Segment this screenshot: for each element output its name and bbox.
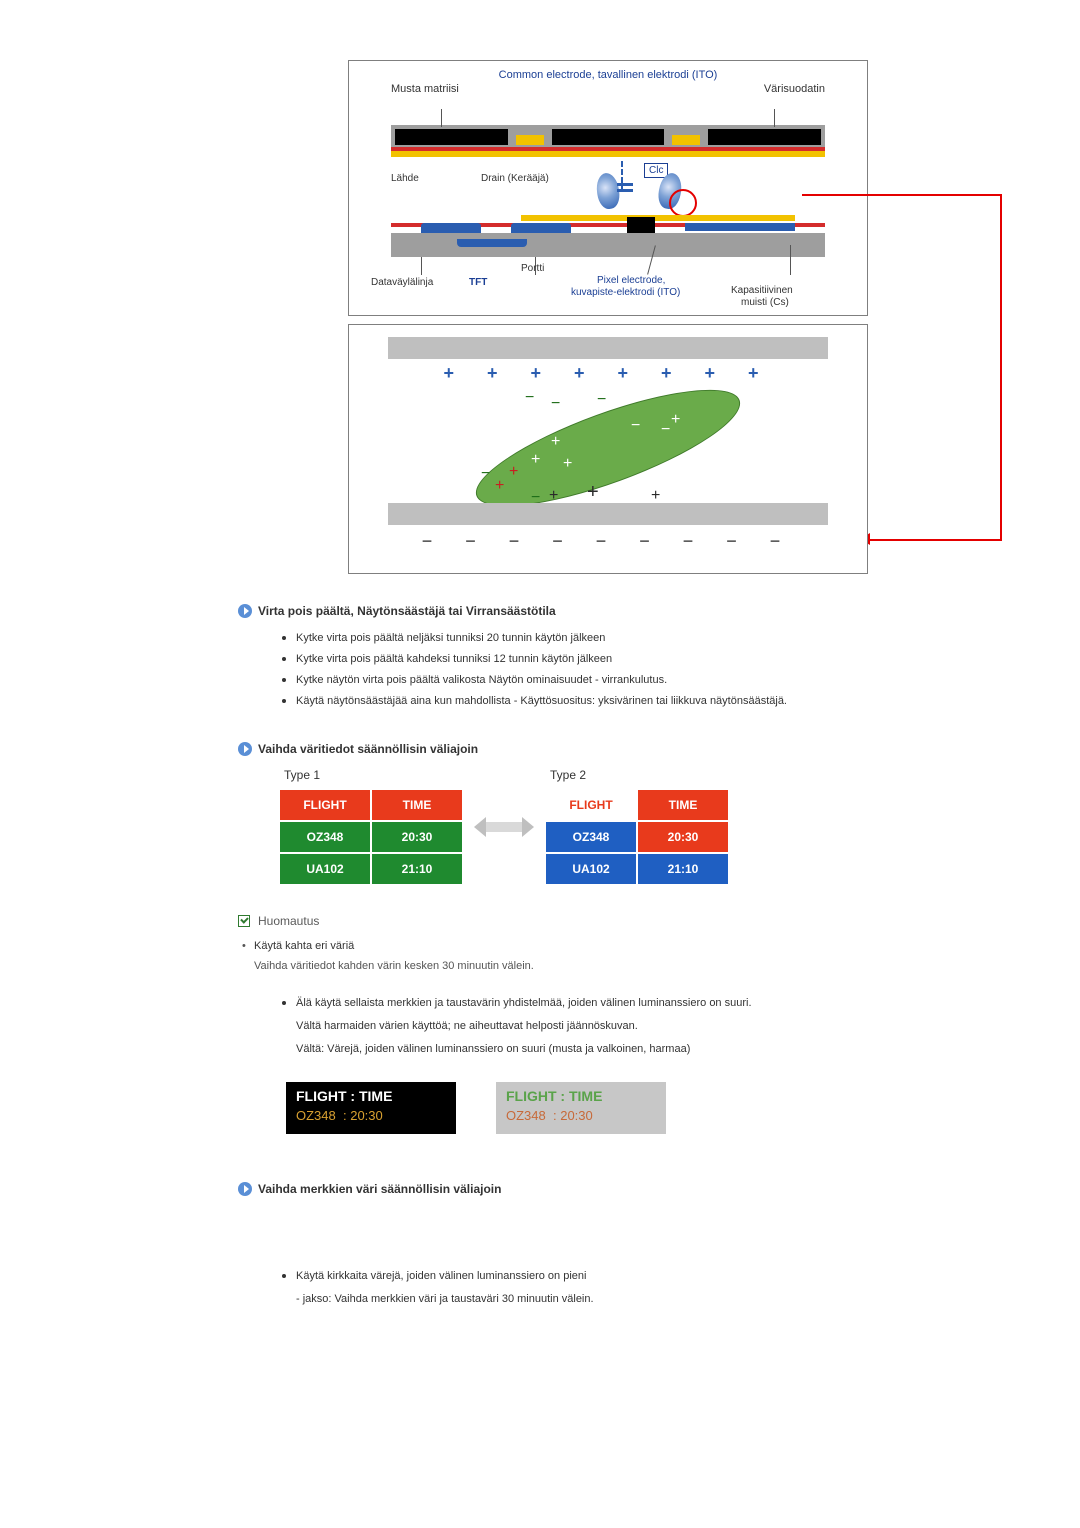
- label-varisuodatin: Värisuodatin: [764, 83, 825, 95]
- section-chars-color: Vaihda merkkien väri säännöllisin väliaj…: [238, 1182, 978, 1310]
- checkbox-icon: [238, 915, 250, 927]
- swap-arrow-icon: [474, 810, 534, 844]
- minus-row: − − − − − − − − −: [361, 531, 855, 561]
- list-item: Kytke virta pois päältä kahdeksi tunniks…: [282, 649, 978, 670]
- type2-label: Type 2: [544, 768, 730, 782]
- list-item: Käytä näytönsäästäjää aina kun mahdollis…: [282, 691, 978, 712]
- arrow-right-icon: [238, 1182, 252, 1196]
- label-tft: TFT: [469, 277, 487, 288]
- label-cs-1: Kapasitiivinen: [731, 285, 793, 296]
- highlight-circle: [669, 189, 697, 217]
- contrast-examples: FLIGHT : TIME OZ348 : 20:30 FLIGHT : TIM…: [286, 1082, 978, 1134]
- diagram-title: Common electrode, tavallinen elektrodi (…: [361, 69, 855, 81]
- arrow-right-icon: [238, 604, 252, 618]
- type1-label: Type 1: [278, 768, 464, 782]
- label-cs-2: muisti (Cs): [741, 297, 789, 308]
- note-label: Huomautus: [258, 914, 319, 928]
- power-bullets: Kytke virta pois päältä neljäksi tunniks…: [282, 628, 978, 712]
- flight-tables-compare: Type 1 FLIGHTTIME OZ34820:30 UA10221:10 …: [278, 768, 978, 886]
- label-pixel-electrode-1: Pixel electrode,: [597, 275, 665, 286]
- list-item: Käytä kirkkaita värejä, joiden välinen l…: [282, 1266, 978, 1310]
- list-item: Kytke näytön virta pois päältä valikosta…: [282, 670, 978, 691]
- label-drain: Drain (Kerääjä): [481, 173, 549, 184]
- label-lahde: Lähde: [391, 173, 419, 184]
- flight-table-2: FLIGHTTIME OZ34820:30 UA10221:10: [544, 788, 730, 886]
- flight-table-1: FLIGHTTIME OZ34820:30 UA10221:10: [278, 788, 464, 886]
- label-pixel-electrode-2: kuvapiste-elektrodi (ITO): [571, 287, 680, 298]
- list-item: Älä käytä sellaista merkkien ja taustavä…: [282, 993, 978, 1060]
- contrast-black-box: FLIGHT : TIME OZ348 : 20:30: [286, 1082, 456, 1134]
- top-plate: [388, 337, 828, 359]
- tft-cross-section-diagram: Common electrode, tavallinen elektrodi (…: [348, 60, 868, 316]
- section-power: Virta pois päältä, Näytönsäästäjä tai Vi…: [238, 604, 978, 712]
- label-datavaylalinja: Dataväylälinja: [371, 277, 433, 288]
- label-musta-matriisi: Musta matriisi: [391, 83, 459, 95]
- label-portti: Portti: [521, 263, 544, 274]
- contrast-grey-box: FLIGHT : TIME OZ348 : 20:30: [496, 1082, 666, 1134]
- lc-molecule-area: − − − + − + − − + + + − + + + + + −: [361, 393, 855, 503]
- note-desc: Vaihda väritiedot kahden värin kesken 30…: [254, 958, 978, 976]
- note-bullets: Älä käytä sellaista merkkien ja taustavä…: [282, 993, 978, 1060]
- section-title: Vaihda merkkien väri säännöllisin väliaj…: [258, 1182, 501, 1196]
- bottom-plate: [388, 503, 828, 525]
- plus-row: + + + + + + + +: [361, 363, 855, 393]
- chars-bullets: Käytä kirkkaita värejä, joiden välinen l…: [282, 1266, 978, 1310]
- note-body: Käytä kahta eri väriä Vaihda väritiedot …: [242, 940, 978, 976]
- section-title: Virta pois päältä, Näytönsäästäjä tai Vi…: [258, 604, 556, 618]
- list-item: Kytke virta pois päältä neljäksi tunniks…: [282, 628, 978, 649]
- note-heading: Huomautus: [238, 914, 978, 928]
- charge-polarization-diagram: + + + + + + + + − − − + − + − − + + + − …: [348, 324, 868, 574]
- section-color-swap: Vaihda väritiedot säännöllisin väliajoin…: [238, 742, 978, 886]
- section-title: Vaihda väritiedot säännöllisin väliajoin: [258, 742, 478, 756]
- note-dot: Käytä kahta eri väriä: [242, 940, 978, 952]
- arrow-right-icon: [238, 742, 252, 756]
